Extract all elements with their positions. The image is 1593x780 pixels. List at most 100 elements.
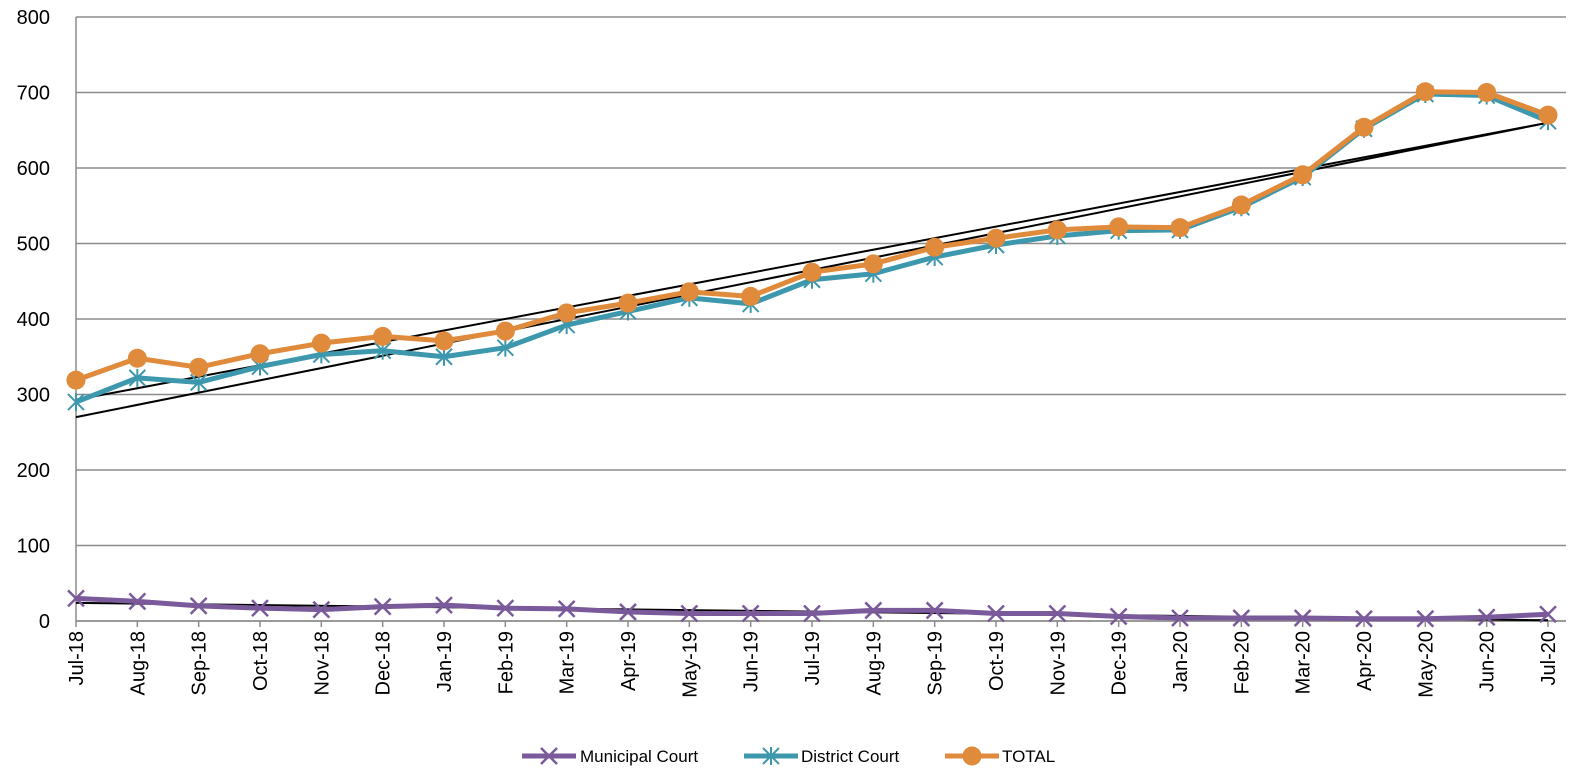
- x-tick-label: Oct-19: [986, 631, 1008, 691]
- x-tick-label: Apr-19: [618, 631, 640, 691]
- series-municipal-court: [67, 589, 1557, 628]
- data-point-district-court: [435, 347, 453, 366]
- x-tick-label: Mar-20: [1293, 631, 1315, 694]
- legend-item-municipal-court: Municipal Court: [522, 747, 698, 766]
- data-point-total: [1354, 117, 1374, 137]
- data-point-total: [1293, 165, 1313, 185]
- x-tick-label: Aug-19: [863, 631, 885, 696]
- data-point-total: [618, 293, 638, 313]
- data-point-total: [802, 262, 822, 282]
- data-point-municipal-court: [1539, 605, 1557, 624]
- data-point-municipal-court: [128, 592, 147, 611]
- data-point-municipal-court: [803, 604, 821, 623]
- x-tick-label: Sep-18: [189, 631, 211, 696]
- data-point-total: [373, 326, 393, 346]
- data-point-municipal-court: [1232, 609, 1251, 627]
- data-point-municipal-court: [741, 604, 760, 623]
- data-point-municipal-court: [864, 601, 883, 620]
- y-tick-label: 400: [17, 309, 50, 331]
- data-point-municipal-court: [251, 599, 269, 618]
- data-point-total: [679, 282, 699, 302]
- series-line-total: [75, 89, 1549, 383]
- legend-item-district-court: District Court: [744, 747, 900, 766]
- x-tick-label: Mar-19: [557, 631, 579, 694]
- x-tick-label: Feb-19: [495, 631, 517, 694]
- legend-item-total: TOTAL: [945, 746, 1055, 766]
- data-point-municipal-court: [619, 603, 637, 621]
- data-point-municipal-court: [496, 599, 515, 618]
- data-point-total: [1109, 217, 1129, 237]
- y-tick-label: 700: [17, 83, 50, 105]
- x-tick-label: Oct-18: [250, 631, 272, 691]
- series-line-municipal-court: [75, 595, 1549, 622]
- data-point-municipal-court: [1171, 609, 1189, 627]
- x-tick-label: Jul-18: [66, 631, 88, 685]
- legend-swatch-marker: [540, 747, 558, 765]
- data-point-total: [1047, 220, 1067, 240]
- legend-label: TOTAL: [1002, 747, 1055, 766]
- data-point-total: [495, 321, 515, 341]
- legend-swatch-marker: [762, 747, 780, 765]
- data-point-total: [986, 228, 1006, 248]
- data-point-municipal-court: [373, 597, 392, 616]
- data-point-municipal-court: [435, 596, 453, 615]
- data-point-total: [1170, 218, 1190, 238]
- data-point-municipal-court: [1048, 604, 1067, 623]
- legend-swatch-marker: [962, 746, 982, 766]
- data-point-municipal-court: [189, 597, 208, 615]
- data-point-municipal-court: [1477, 608, 1496, 627]
- x-tick-label: Dec-19: [1109, 631, 1131, 695]
- data-point-total: [311, 333, 331, 353]
- x-tick-label: Sep-19: [925, 631, 947, 696]
- x-tick-label: May-19: [679, 631, 701, 698]
- x-tick-label: Aug-18: [127, 631, 149, 696]
- data-point-total: [434, 331, 454, 351]
- y-tick-label: 0: [39, 611, 50, 633]
- y-tick-label: 100: [17, 536, 50, 558]
- legend-label: Municipal Court: [580, 747, 698, 766]
- data-point-total: [1477, 83, 1497, 102]
- y-tick-label: 200: [17, 460, 50, 482]
- data-point-municipal-court: [1416, 609, 1435, 628]
- data-point-municipal-court: [67, 589, 85, 608]
- data-point-total: [557, 303, 577, 323]
- y-tick-label: 800: [17, 7, 50, 29]
- data-point-municipal-court: [987, 604, 1005, 623]
- data-point-total: [1538, 105, 1558, 125]
- legend-label: District Court: [801, 747, 900, 766]
- data-point-total: [127, 348, 147, 368]
- series-district-court: [67, 85, 1557, 412]
- y-tick-label: 500: [17, 234, 50, 256]
- legend: Municipal Court District Court TOTAL: [522, 746, 1055, 766]
- x-tick-label: Jul-19: [802, 631, 824, 685]
- x-tick-label: Dec-18: [373, 631, 395, 695]
- data-point-district-court: [128, 368, 147, 387]
- x-tick-label: Feb-20: [1231, 631, 1253, 694]
- x-axis: Jul-18 Aug-18 Sep-18 Oct-18 Nov-18 Dec-18 Jan-…: [66, 620, 1566, 698]
- data-point-total: [1231, 195, 1251, 215]
- x-tick-label: Nov-19: [1047, 631, 1069, 695]
- y-tick-label: 600: [17, 158, 50, 180]
- data-point-total: [925, 237, 945, 257]
- x-tick-label: Jan-19: [434, 631, 456, 692]
- y-axis: 0 100 200 300 400 500 600 700 800: [17, 7, 77, 633]
- x-tick-label: Jan-20: [1170, 631, 1192, 692]
- data-point-municipal-court: [557, 600, 576, 618]
- x-tick-label: Apr-20: [1354, 631, 1376, 691]
- data-point-district-court: [67, 393, 85, 412]
- plot-area: [66, 82, 1558, 628]
- data-point-total: [250, 344, 270, 364]
- x-tick-label: Jun-19: [741, 631, 763, 692]
- data-point-municipal-court: [1293, 609, 1312, 627]
- x-tick-label: Nov-18: [311, 631, 333, 695]
- series-total: [66, 82, 1558, 390]
- data-point-municipal-court: [680, 604, 699, 623]
- data-point-municipal-court: [1109, 607, 1128, 626]
- data-point-district-court: [496, 338, 515, 357]
- data-point-total: [189, 357, 209, 377]
- gridlines: [76, 16, 1566, 622]
- series-line-district-court: [75, 91, 1549, 405]
- data-point-municipal-court: [312, 600, 331, 619]
- data-point-total: [66, 370, 86, 390]
